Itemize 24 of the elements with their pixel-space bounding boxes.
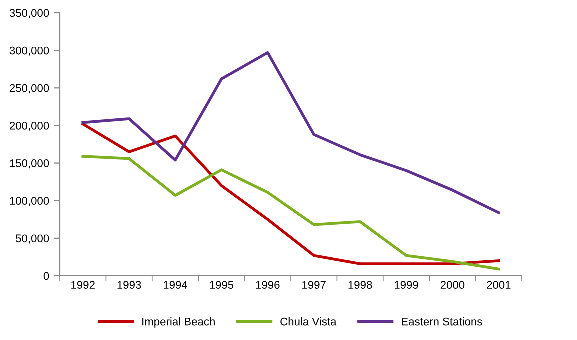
x-tick-label: 1993 xyxy=(118,281,142,290)
y-tick-label: 50,000 xyxy=(16,234,50,244)
x-tick-label: 2000 xyxy=(440,281,465,290)
x-tick-label: 1999 xyxy=(394,281,418,290)
y-tick-label: 250,000 xyxy=(10,84,50,94)
y-tick-label: 200,000 xyxy=(10,122,50,132)
line-series xyxy=(82,155,500,271)
y-tick-label: 100,000 xyxy=(10,197,50,206)
x-tick-label: 1997 xyxy=(302,281,326,290)
y-tick-label: 350,000 xyxy=(10,9,50,18)
legend-label: Imperial Beach xyxy=(142,318,215,328)
legend-label: Eastern Stations xyxy=(402,318,482,326)
y-tick-label: 0 xyxy=(44,272,50,280)
x-tick-label: 1994 xyxy=(164,281,188,290)
x-tick-label: 1998 xyxy=(348,281,372,290)
y-tick-label: 300,000 xyxy=(10,46,50,56)
x-tick-label: 1995 xyxy=(210,281,234,290)
line-series xyxy=(82,51,500,214)
x-tick-label: 1992 xyxy=(72,281,95,290)
x-tick-label: 1996 xyxy=(256,281,280,290)
legend-label: Chula Vista xyxy=(280,318,337,326)
y-tick-label: 150,000 xyxy=(10,160,50,169)
line-series xyxy=(82,122,500,266)
x-tick-label: 2001 xyxy=(487,281,511,290)
